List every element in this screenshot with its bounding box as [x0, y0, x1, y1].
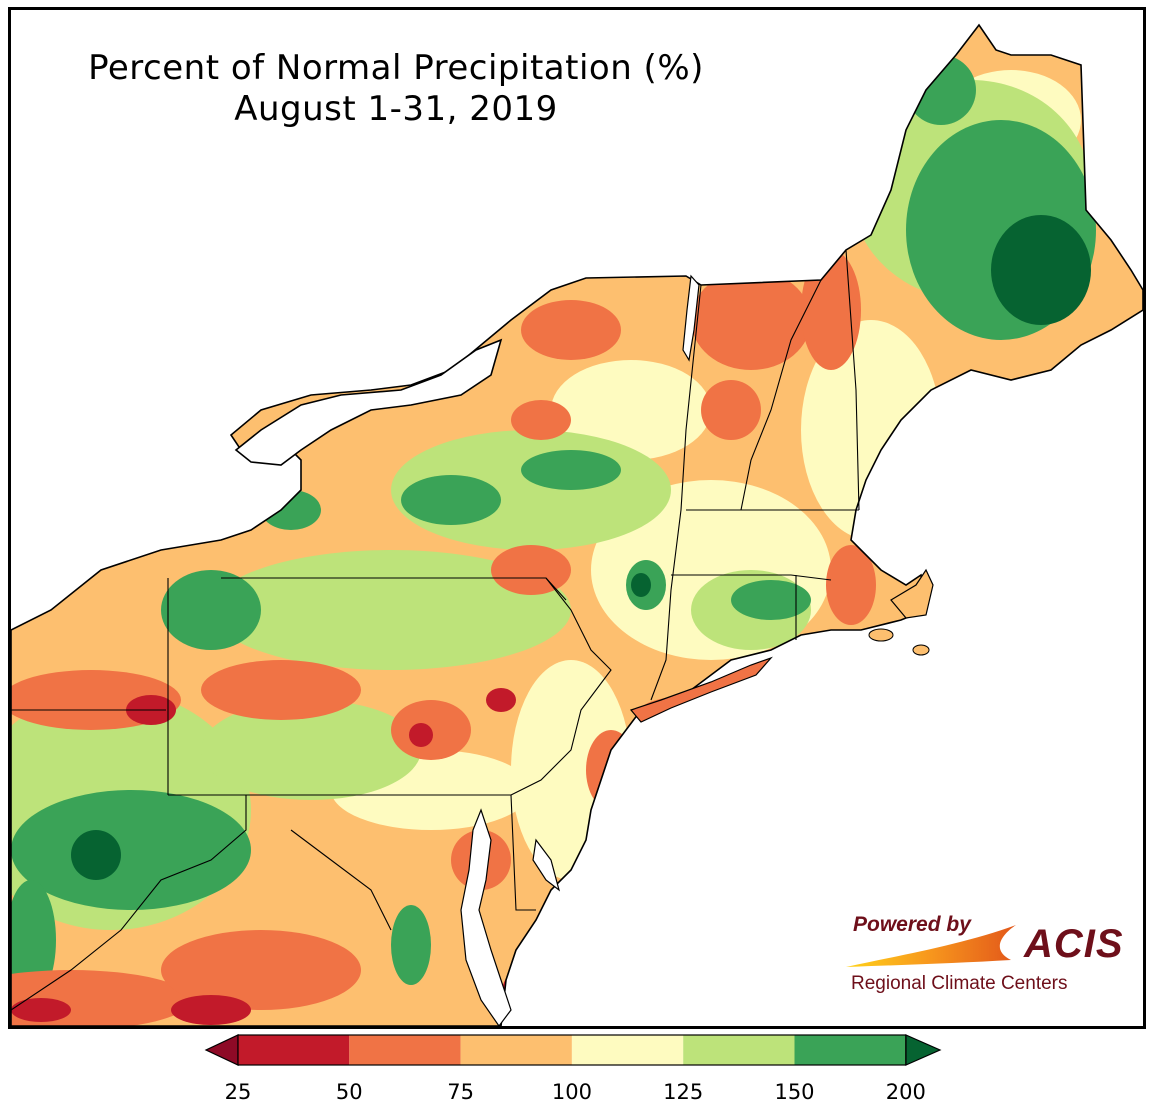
- legend-bins: [237, 1034, 907, 1066]
- legend-bin-25-50: [238, 1035, 350, 1065]
- cape-cod: [890, 568, 934, 619]
- precip-field: [11, 25, 1143, 1026]
- state-boundaries: [11, 249, 860, 1011]
- legend-tick-label: 50: [335, 1080, 363, 1104]
- logo-subtitle: Regional Climate Centers: [851, 973, 1068, 994]
- legend-bin-50-75: [349, 1035, 461, 1065]
- legend-bin-150-200: [794, 1035, 906, 1065]
- legend-under-arrow: [204, 1034, 239, 1066]
- precipitation-map: [11, 24, 1143, 1026]
- chesapeake-bay: [460, 808, 512, 1026]
- legend-over-arrow: [905, 1034, 942, 1066]
- map-title: Percent of Normal Precipitation (%): [88, 48, 704, 88]
- map-subtitle: August 1-31, 2019: [234, 89, 558, 129]
- legend-tick-label: 25: [224, 1080, 252, 1104]
- legend-tick-label: 150: [774, 1080, 815, 1104]
- legend-colorbar: [204, 1034, 942, 1066]
- lake-ontario: [234, 338, 503, 466]
- legend-tick-label: 75: [447, 1080, 474, 1104]
- legend-bin-100-125: [571, 1035, 684, 1065]
- legend-tick-label: 200: [885, 1080, 926, 1104]
- logo-powered-by: Powered by: [853, 913, 971, 936]
- acis-logo: Powered by ACIS Regional Climate Centers: [841, 905, 1126, 1000]
- legend-bin-75-100: [460, 1035, 572, 1065]
- nantucket: [912, 644, 930, 656]
- legend-tick-label: 125: [663, 1080, 704, 1104]
- delaware-bay: [532, 838, 561, 892]
- legend-tick-label: 100: [551, 1080, 592, 1104]
- long-island: [629, 656, 773, 723]
- lake-champlain: [682, 274, 700, 362]
- map-frame: Percent of Normal Precipitation (%) Augu…: [8, 7, 1146, 1029]
- logo-acis: ACIS: [1024, 922, 1124, 966]
- legend-bin-125-150: [683, 1035, 795, 1065]
- marthas-vineyard: [868, 628, 894, 642]
